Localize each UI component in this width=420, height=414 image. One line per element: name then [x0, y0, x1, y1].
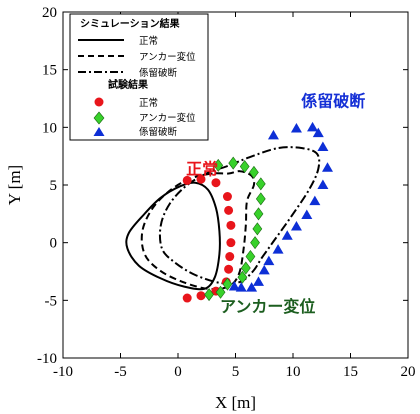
marker-anchor: [237, 270, 248, 284]
marker-break: [309, 195, 321, 206]
marker-normal: [211, 178, 221, 188]
x-tick-label: 10: [286, 364, 301, 380]
marker-break: [317, 141, 329, 151]
x-tick-label: 5: [232, 364, 240, 380]
marker-normal: [226, 238, 236, 248]
marker-anchor: [245, 250, 256, 264]
x-tick-label: 0: [174, 364, 182, 380]
marker-normal: [182, 293, 192, 303]
marker-break: [258, 264, 270, 275]
y-tick-label: 5: [50, 178, 58, 194]
marker-anchor: [253, 207, 264, 221]
sim-curve-dashdot: [158, 146, 321, 285]
marker-anchor: [255, 192, 266, 206]
marker-anchor: [240, 261, 251, 275]
x-tick-label: -5: [114, 364, 127, 380]
annotation-label: 係留破断: [301, 92, 365, 111]
marker-normal: [224, 205, 234, 215]
legend-label-sim-normal: 正常: [139, 35, 158, 47]
marker-normal: [196, 174, 206, 184]
y-tick-label: 20: [42, 5, 57, 21]
legend-label-test-break: 係留破断: [139, 126, 178, 138]
marker-break: [290, 122, 302, 133]
x-tick-label: 15: [343, 364, 358, 380]
marker-break: [317, 179, 329, 189]
legend-label-sim-anchor: アンカー変位: [139, 51, 196, 63]
marker-break: [272, 244, 284, 254]
marker-break: [267, 129, 279, 140]
y-axis-title: Y [m]: [5, 165, 24, 205]
legend-marker-triangle-icon: [93, 127, 105, 136]
marker-break: [312, 127, 324, 138]
legend-test-header: 試験結果: [108, 78, 149, 91]
legend-marker-diamond-icon: [93, 111, 105, 125]
legend-marker-circle-icon: [94, 97, 104, 107]
marker-break: [263, 255, 275, 266]
x-axis-title: X [m]: [215, 393, 256, 412]
y-tick-label: -5: [45, 293, 58, 309]
marker-anchor: [222, 277, 233, 291]
marker-break: [322, 162, 333, 172]
sim-curve-dashed: [140, 170, 256, 291]
marker-anchor: [228, 156, 239, 170]
legend: シミュレーション結果 正常 アンカー変位 係留破断 試験結果 正常 アンカー変位…: [69, 13, 209, 141]
marker-anchor: [204, 288, 214, 302]
marker-normal: [182, 175, 192, 185]
annotation-label: アンカー変位: [220, 297, 315, 316]
marker-normal: [226, 220, 236, 230]
legend-label-test-normal: 正常: [139, 97, 158, 109]
y-tick-label: 15: [42, 63, 57, 79]
annotation-label: 正常: [186, 160, 218, 179]
y-tick-label: 10: [42, 120, 57, 136]
marker-anchor: [213, 158, 224, 172]
test-markers: [182, 121, 333, 303]
y-tick-label: -10: [37, 351, 57, 367]
marker-anchor: [250, 236, 260, 250]
marker-break: [246, 282, 258, 292]
marker-normal: [222, 192, 232, 202]
marker-break: [290, 221, 302, 231]
axis-ticks: -10 -5 0 5 10 15 20 -10 -5 0 5 10 15 20: [37, 5, 416, 380]
marker-anchor: [249, 165, 259, 179]
marker-normal: [225, 252, 235, 262]
marker-normal: [196, 291, 206, 301]
sim-curve-solid: [125, 181, 221, 291]
x-tick-label: -10: [53, 364, 73, 380]
y-tick-label: 0: [50, 236, 58, 252]
marker-break: [253, 276, 264, 286]
marker-break: [307, 121, 319, 132]
marker-anchor: [255, 177, 266, 191]
sim-curves: [125, 146, 321, 291]
x-tick-label: 20: [401, 364, 416, 380]
marker-break: [281, 230, 293, 240]
legend-label-test-anchor: アンカー変位: [139, 112, 196, 124]
legend-sim-header: シミュレーション結果: [80, 17, 181, 30]
legend-box: [69, 13, 209, 141]
marker-anchor: [239, 160, 250, 174]
marker-break: [228, 280, 240, 291]
marker-break: [301, 209, 313, 219]
marker-normal: [224, 264, 234, 274]
marker-anchor: [215, 285, 226, 299]
marker-anchor: [252, 222, 263, 236]
legend-label-sim-break: 係留破断: [139, 67, 178, 79]
